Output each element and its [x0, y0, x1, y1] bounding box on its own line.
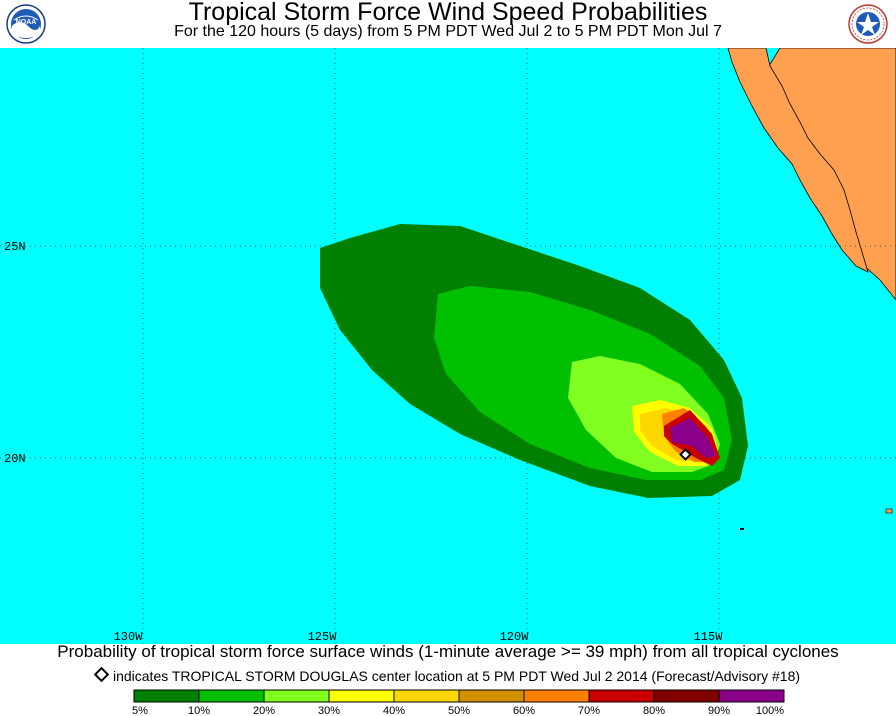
legend-swatch — [393, 689, 460, 703]
land-baja-mexico — [727, 48, 896, 301]
legend-label: 60% — [513, 705, 535, 716]
page-subtitle: For the 120 hours (5 days) from 5 PM PDT… — [174, 23, 722, 40]
legend-labels: 5% 10% 20% 30% 40% 50% 60% 70% 80% 90% 100% — [132, 705, 784, 716]
legend-label: 40% — [383, 705, 405, 716]
lon-label-130w: 130W — [114, 630, 144, 644]
land-baja-peninsula — [727, 48, 869, 273]
legend-swatch — [588, 689, 655, 703]
lat-labels: 25N 20N — [4, 240, 26, 466]
lat-label-20n: 20N — [4, 452, 26, 466]
diamond-icon — [93, 666, 110, 683]
storm-center-note-text: indicates TROPICAL STORM DOUGLAS center … — [112, 668, 801, 684]
legend-label: 100% — [756, 705, 784, 716]
lon-label-115w: 115W — [694, 630, 724, 644]
legend-label: 70% — [578, 705, 600, 716]
lon-labels: 130W 125W 120W 115W — [114, 630, 724, 644]
lat-label-25n: 25N — [4, 240, 26, 254]
probability-contours — [320, 224, 748, 498]
legend-swatch — [133, 689, 200, 703]
map-caption: Probability of tropical storm force surf… — [57, 642, 839, 661]
svg-text:NOAA: NOAA — [16, 19, 37, 26]
noaa-logo: NOAA — [6, 4, 46, 44]
small-islands — [740, 508, 893, 530]
legend-swatch — [718, 689, 785, 703]
contour-100pct — [670, 418, 716, 458]
legend-label: 10% — [188, 705, 210, 716]
legend-label: 5% — [132, 705, 148, 716]
legend-label: 30% — [318, 705, 340, 716]
legend-swatch — [328, 689, 395, 703]
legend-label: 50% — [448, 705, 470, 716]
nws-logo — [848, 4, 888, 44]
storm-center-note: indicates TROPICAL STORM DOUGLAS center … — [0, 666, 896, 684]
legend-swatch — [653, 689, 720, 703]
lon-label-120w: 120W — [500, 630, 530, 644]
legend-swatch — [523, 689, 590, 703]
lon-label-125w: 125W — [308, 630, 338, 644]
probability-legend: 5% 10% 20% 30% 40% 50% 60% 70% 80% 90% 100% — [132, 689, 785, 716]
page-title: Tropical Storm Force Wind Speed Probabil… — [188, 0, 708, 26]
legend-swatch — [263, 689, 330, 703]
legend-swatch — [458, 689, 525, 703]
legend-label: 80% — [643, 705, 665, 716]
header: NOAA Tropical Storm Force Wind Speed Pro… — [0, 0, 896, 48]
storm-center-marker — [679, 448, 692, 461]
legend-label: 20% — [253, 705, 275, 716]
legend-label: 90% — [708, 705, 730, 716]
legend-swatches — [133, 689, 785, 703]
probability-map: 130W 125W 120W 115W 25N 20N — [0, 48, 896, 644]
legend-swatch — [198, 689, 265, 703]
